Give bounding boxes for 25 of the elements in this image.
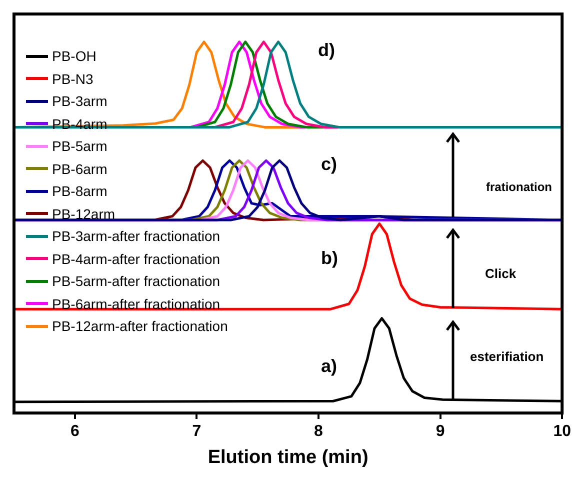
annotation: frationation <box>486 180 552 194</box>
legend-label: PB-12arm-after fractionation <box>52 317 228 336</box>
x-tick-label: 7 <box>192 423 202 440</box>
legend-label: PB-5arm <box>52 137 108 156</box>
legend-label: PB-8arm <box>52 182 108 201</box>
x-tick-label: 10 <box>553 423 572 440</box>
legend-label: PB-4arm-after fractionation <box>52 250 220 268</box>
annotation: d) <box>318 40 335 61</box>
legend-label: PB-6arm-after fractionation <box>52 294 220 314</box>
legend-label: PB-3arm-after fractionation <box>52 227 220 246</box>
x-tick-label: 6 <box>70 423 80 440</box>
annotation: b) <box>321 248 338 269</box>
legend-label: PB-6arm <box>52 160 108 178</box>
legend-label: PB-3arm <box>52 92 108 111</box>
x-tick-label: 9 <box>436 423 445 440</box>
legend-label: PB-12arm <box>52 204 116 224</box>
legend-label: PB-OH <box>52 47 96 66</box>
annotation: Click <box>485 266 516 281</box>
annotation: esterifiation <box>470 349 544 364</box>
legend-label: PB-5arm-after fractionation <box>52 272 220 291</box>
annotation: c) <box>321 154 338 175</box>
annotation: a) <box>321 356 338 377</box>
x-tick-label: 8 <box>314 423 324 440</box>
legend-label: PB-N3 <box>52 70 94 88</box>
x-axis-title: Elution time (min) <box>208 446 368 468</box>
